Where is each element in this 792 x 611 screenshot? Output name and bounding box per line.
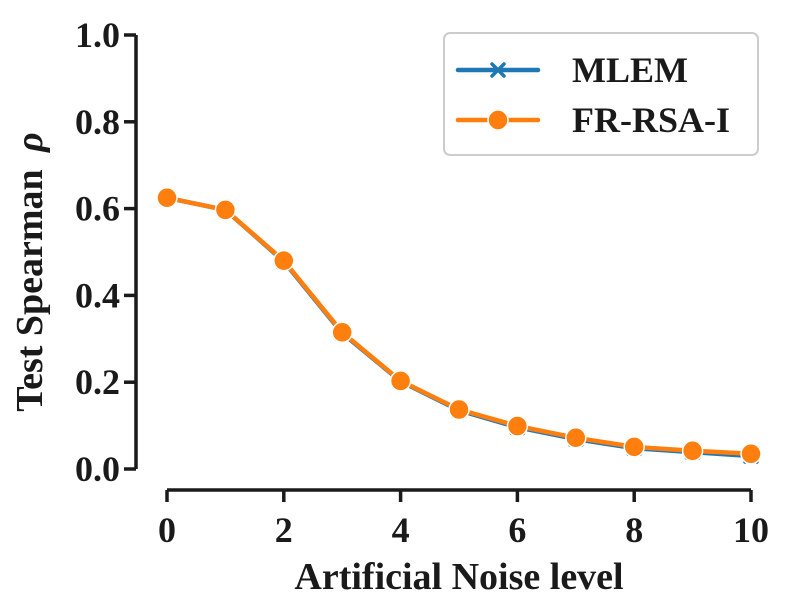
y-tick-label: 0.6	[75, 189, 120, 229]
x-tick-label: 0	[158, 510, 176, 550]
series-layer	[156, 187, 762, 465]
x-tick-label: 8	[625, 510, 643, 550]
data-point-fr-rsa-i	[389, 370, 412, 392]
y-tick-label: 0.0	[75, 449, 120, 489]
legend-frame	[443, 32, 759, 156]
legend-marker-fr-rsa-i	[487, 109, 509, 131]
y-tick-label: 1.0	[75, 15, 120, 55]
y-axis-title-text: Test Spearman	[9, 169, 51, 411]
x-tick-label: 10	[733, 510, 769, 550]
data-point-fr-rsa-i	[623, 436, 645, 458]
x-tick-label: 2	[275, 510, 293, 550]
axes	[134, 35, 751, 492]
y-tick-label: 0.2	[75, 362, 120, 402]
x-tick-label: 4	[392, 510, 410, 550]
legend-label-mlem: MLEM	[572, 50, 688, 90]
legend-items: MLEM FR-RSA-I	[455, 50, 730, 140]
legend-marker-mlem-stroke	[490, 62, 506, 78]
data-point-fr-rsa-i	[506, 415, 529, 437]
legend-label-fr-rsa-i: FR-RSA-I	[572, 100, 730, 140]
x-axis-ticks: 0 2 4 6 8 10	[158, 490, 769, 550]
y-axis-ticks: 0.0 0.2 0.4 0.6 0.8 1.0	[75, 15, 136, 489]
data-point-fr-rsa-i	[156, 187, 178, 209]
data-point-fr-rsa-i	[273, 249, 295, 272]
y-axis-title-symbol: ρ	[9, 132, 51, 153]
data-point-fr-rsa-i	[740, 443, 762, 465]
legend: MLEM FR-RSA-I	[443, 32, 759, 156]
y-tick-label: 0.8	[75, 102, 120, 142]
legend-item-fr-rsa-i: FR-RSA-I	[455, 100, 730, 140]
y-tick-label: 0.4	[75, 275, 120, 315]
y-axis-title: Test Spearman ρ	[9, 132, 51, 412]
data-point-fr-rsa-i	[565, 427, 587, 449]
data-point-fr-rsa-i	[681, 440, 704, 462]
series-fr-rsa-i	[156, 187, 762, 465]
legend-marker-mlem	[490, 62, 506, 78]
legend-item-mlem: MLEM	[455, 50, 688, 90]
data-point-fr-rsa-i	[214, 199, 237, 221]
x-tick-label: 6	[508, 510, 526, 550]
data-point-fr-rsa-i	[331, 321, 353, 344]
x-axis-title: Artificial Noise level	[294, 556, 623, 598]
data-point-fr-rsa-i	[448, 398, 470, 421]
